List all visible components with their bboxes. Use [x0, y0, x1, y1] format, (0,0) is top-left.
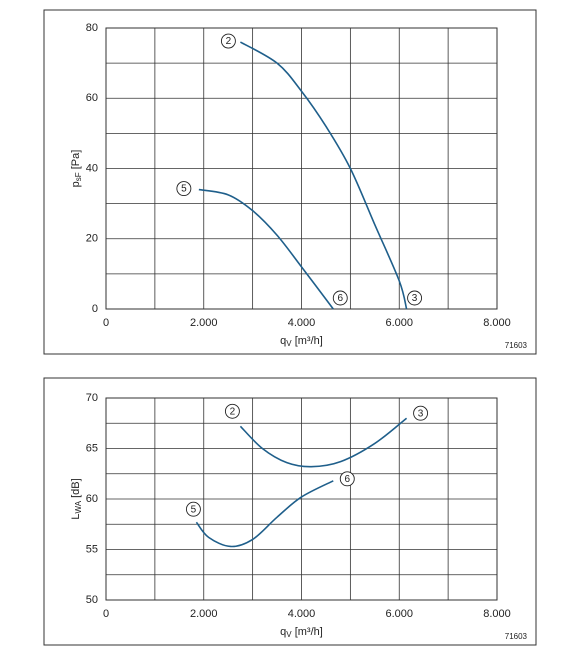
y-axis-label-part: [Pa] — [70, 150, 82, 173]
curve-marker-label: 5 — [181, 184, 187, 195]
y-axis-label-part: WA — [74, 500, 83, 513]
y-tick-label: 50 — [86, 594, 98, 606]
x-tick-label: 6.000 — [385, 317, 413, 329]
curve-marker — [224, 403, 240, 419]
x-tick-label: 6.000 — [385, 608, 413, 620]
curve-marker — [339, 471, 355, 487]
curve-marker — [176, 181, 192, 197]
x-axis-label-part: [m³/h] — [292, 626, 323, 638]
curve-marker — [413, 405, 429, 421]
y-tick-label: 20 — [86, 233, 98, 245]
y-tick-label: 65 — [86, 442, 98, 454]
x-tick-label: 4.000 — [288, 317, 316, 329]
curve-marker-label: 2 — [230, 406, 236, 417]
y-axis-label: LWA [dB] — [70, 478, 83, 519]
curve-marker — [332, 290, 348, 306]
curve-marker — [407, 290, 423, 306]
y-tick-label: 70 — [86, 392, 98, 404]
x-tick-label: 0 — [103, 608, 109, 620]
curve — [195, 480, 334, 548]
x-axis-label-part: V — [286, 630, 292, 639]
y-tick-label: 40 — [86, 162, 98, 174]
x-axis-label-part: q — [280, 335, 286, 347]
x-tick-label: 2.000 — [190, 317, 218, 329]
y-axis-label-part: p — [70, 181, 82, 187]
curve-marker — [185, 501, 201, 517]
figure-code: 71603 — [505, 341, 528, 350]
y-tick-label: 80 — [86, 22, 98, 34]
x-tick-label: 4.000 — [288, 608, 316, 620]
curve-marker-label: 6 — [344, 474, 350, 485]
x-tick-label: 2.000 — [190, 608, 218, 620]
curve-marker — [220, 33, 236, 49]
curve-marker-label: 5 — [191, 504, 197, 515]
panel-frame — [43, 377, 537, 646]
curve-marker-label: 3 — [412, 293, 418, 304]
x-tick-label: 0 — [103, 317, 109, 329]
y-tick-label: 55 — [86, 543, 98, 555]
curve-marker-label: 2 — [226, 36, 232, 47]
x-axis-label-part: [m³/h] — [292, 335, 323, 347]
curve-marker-label: 6 — [337, 293, 343, 304]
x-axis-label: qV [m³/h] — [280, 335, 323, 348]
x-axis-label-part: V — [286, 339, 292, 348]
curve — [240, 41, 408, 310]
curve — [198, 188, 334, 310]
panel-frame — [43, 9, 537, 355]
x-tick-label: 8.000 — [483, 317, 511, 329]
x-tick-label: 8.000 — [483, 608, 511, 620]
figure-code: 71603 — [505, 632, 528, 641]
x-axis-label-part: q — [280, 626, 286, 638]
x-axis-label: qV [m³/h] — [280, 626, 323, 639]
y-axis-label: psF [Pa] — [70, 150, 83, 188]
y-tick-label: 0 — [92, 303, 98, 315]
y-axis-label-part: L — [70, 514, 82, 520]
y-tick-label: 60 — [86, 493, 98, 505]
y-axis-label-part: [dB] — [70, 478, 82, 501]
y-tick-label: 60 — [86, 92, 98, 104]
y-axis-label-part: sF — [74, 172, 83, 181]
curve — [239, 417, 408, 468]
curve-marker-label: 3 — [418, 408, 424, 419]
